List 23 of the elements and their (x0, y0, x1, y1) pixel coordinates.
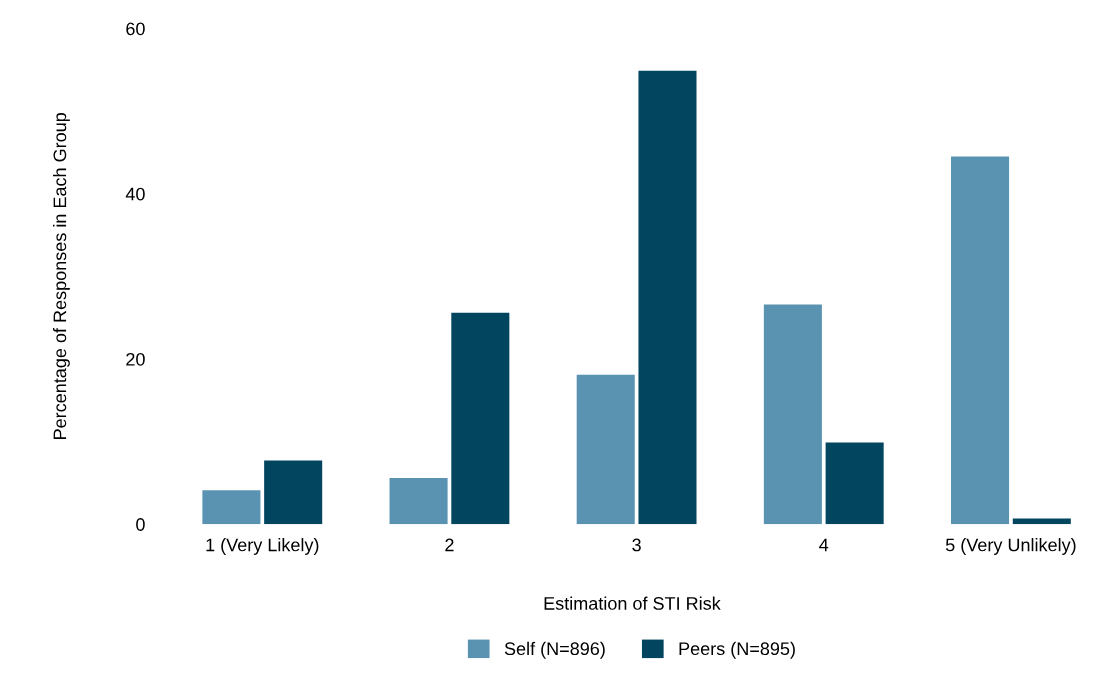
bar (951, 156, 1010, 525)
bar (451, 312, 510, 525)
y-tick-label: 60 (126, 22, 145, 36)
bar (825, 442, 884, 525)
y-tick-label: 20 (126, 352, 145, 366)
y-axis-title: Percentage of Responses in Each Group (53, 113, 70, 439)
bar (638, 70, 697, 525)
y-tick-label: 40 (125, 187, 145, 201)
y-tick-label: 0 (136, 518, 145, 531)
legend-label: Peers (N=895) (679, 641, 795, 659)
bar (1012, 518, 1071, 525)
bar (264, 460, 323, 525)
x-axis-title: Estimation of STI Risk (544, 596, 721, 610)
x-tick-label: 5 (Very Unlikely) (945, 538, 1076, 555)
legend-label: Self (N=896) (504, 641, 605, 659)
x-tick-label: 4 (819, 538, 829, 552)
x-tick-label: 2 (445, 538, 454, 552)
bar (389, 477, 448, 525)
bar (576, 374, 635, 525)
x-tick-label: 1 (Very Likely) (206, 538, 319, 555)
x-tick-label: 3 (632, 538, 641, 552)
bar (763, 304, 822, 525)
bar (202, 490, 261, 525)
